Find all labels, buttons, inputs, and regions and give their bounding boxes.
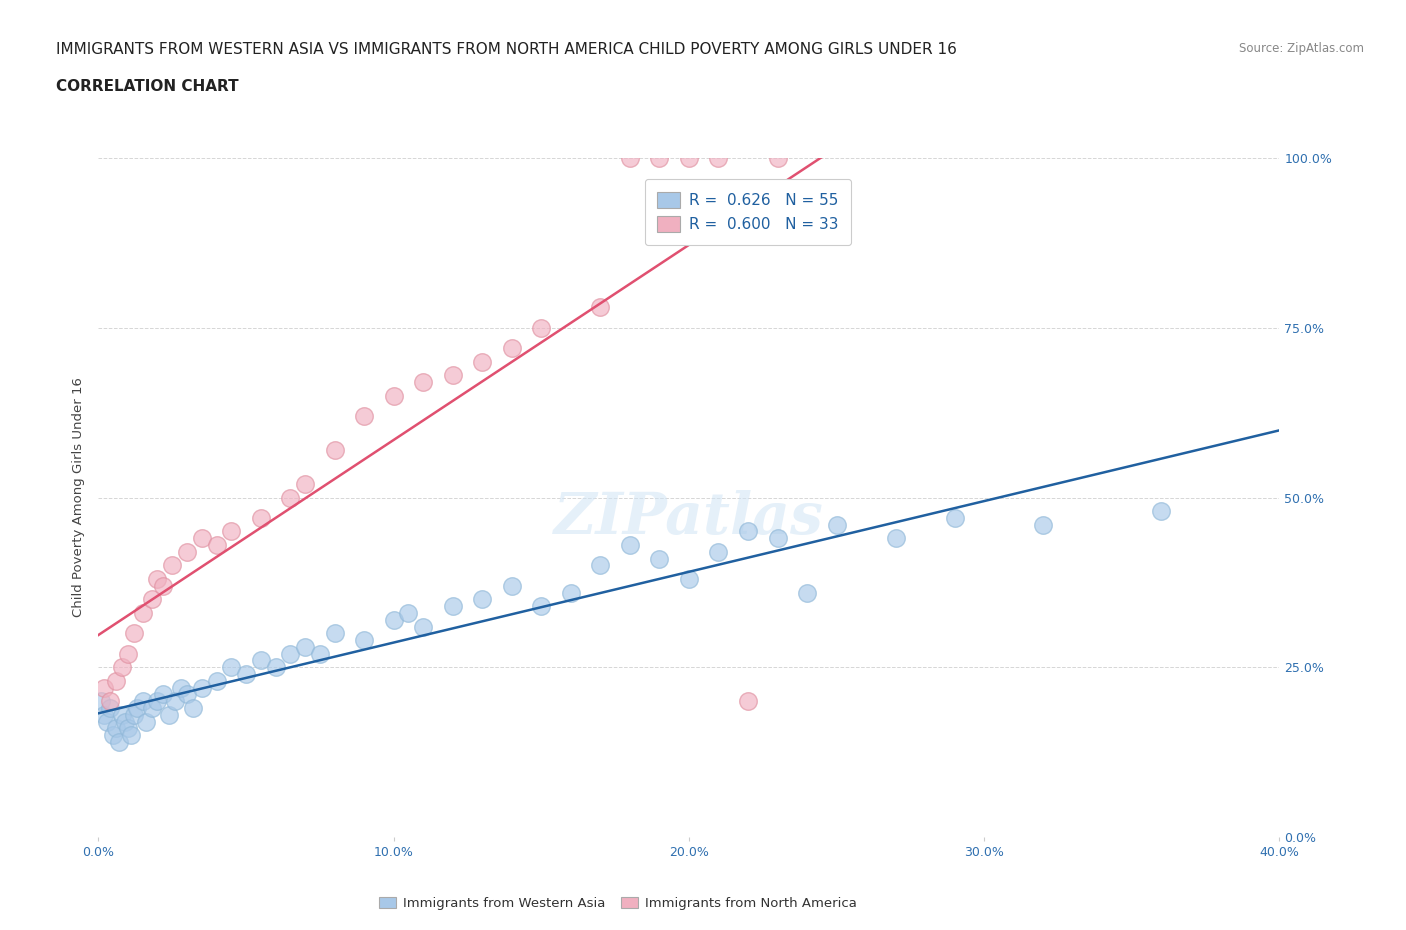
Point <box>619 538 641 552</box>
Point <box>323 443 346 458</box>
Point <box>1032 517 1054 532</box>
Point <box>353 632 375 647</box>
Point <box>412 375 434 390</box>
Point <box>93 708 115 723</box>
Point <box>441 599 464 614</box>
Point <box>766 531 789 546</box>
Point <box>191 680 214 695</box>
Point <box>114 714 136 729</box>
Point <box>619 151 641 166</box>
Point <box>96 714 118 729</box>
Point <box>589 300 612 315</box>
Point <box>884 531 907 546</box>
Point <box>98 694 121 709</box>
Point <box>132 605 155 620</box>
Point <box>501 340 523 355</box>
Point <box>264 660 287 675</box>
Point <box>205 673 228 688</box>
Point <box>648 551 671 566</box>
Point <box>105 721 128 736</box>
Point <box>412 619 434 634</box>
Point <box>157 708 180 723</box>
Point <box>146 572 169 587</box>
Point <box>530 599 553 614</box>
Point <box>146 694 169 709</box>
Point <box>471 354 494 369</box>
Point <box>560 585 582 600</box>
Point <box>141 592 163 607</box>
Point <box>278 490 302 505</box>
Point <box>471 592 494 607</box>
Point <box>707 544 730 559</box>
Point <box>117 646 139 661</box>
Point <box>152 687 174 702</box>
Point <box>170 680 193 695</box>
Legend: Immigrants from Western Asia, Immigrants from North America: Immigrants from Western Asia, Immigrants… <box>374 891 862 915</box>
Point <box>103 727 125 742</box>
Text: IMMIGRANTS FROM WESTERN ASIA VS IMMIGRANTS FROM NORTH AMERICA CHILD POVERTY AMON: IMMIGRANTS FROM WESTERN ASIA VS IMMIGRAN… <box>56 42 957 57</box>
Point <box>530 320 553 335</box>
Point <box>309 646 332 661</box>
Point <box>737 525 759 539</box>
Point <box>98 700 121 715</box>
Point <box>396 605 419 620</box>
Point <box>221 660 243 675</box>
Point <box>165 694 187 709</box>
Point <box>678 572 700 587</box>
Point <box>152 578 174 593</box>
Point <box>132 694 155 709</box>
Point <box>796 585 818 600</box>
Point <box>125 700 148 715</box>
Point <box>323 626 346 641</box>
Point <box>441 368 464 383</box>
Point <box>122 708 145 723</box>
Point <box>181 700 204 715</box>
Point <box>122 626 145 641</box>
Point <box>250 511 273 525</box>
Point <box>825 517 848 532</box>
Point <box>90 694 112 709</box>
Point <box>589 558 612 573</box>
Point <box>678 151 700 166</box>
Point <box>737 694 759 709</box>
Point <box>250 653 273 668</box>
Point <box>382 389 405 404</box>
Point <box>176 544 198 559</box>
Point <box>943 511 966 525</box>
Point <box>501 578 523 593</box>
Point <box>294 640 316 655</box>
Point <box>141 700 163 715</box>
Point <box>120 727 142 742</box>
Point <box>221 525 243 539</box>
Point <box>93 680 115 695</box>
Text: Source: ZipAtlas.com: Source: ZipAtlas.com <box>1239 42 1364 55</box>
Point <box>117 721 139 736</box>
Point <box>176 687 198 702</box>
Point <box>105 673 128 688</box>
Point <box>111 708 134 723</box>
Point <box>766 151 789 166</box>
Point <box>648 151 671 166</box>
Point <box>235 667 257 682</box>
Point <box>205 538 228 552</box>
Point <box>191 531 214 546</box>
Point <box>111 660 134 675</box>
Y-axis label: Child Poverty Among Girls Under 16: Child Poverty Among Girls Under 16 <box>72 378 86 618</box>
Text: ZIPatlas: ZIPatlas <box>554 490 824 546</box>
Text: CORRELATION CHART: CORRELATION CHART <box>56 79 239 94</box>
Point <box>707 151 730 166</box>
Point <box>135 714 157 729</box>
Point <box>162 558 183 573</box>
Point <box>1150 504 1173 519</box>
Point <box>278 646 302 661</box>
Point <box>382 612 405 627</box>
Point <box>294 476 316 491</box>
Point <box>108 735 131 750</box>
Point <box>353 408 375 423</box>
